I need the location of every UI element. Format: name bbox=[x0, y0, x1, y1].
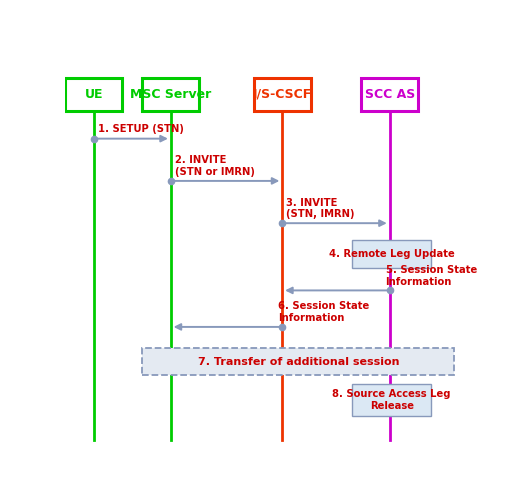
Text: 1. SETUP (STN): 1. SETUP (STN) bbox=[98, 124, 184, 134]
Text: 4. Remote Leg Update: 4. Remote Leg Update bbox=[329, 249, 454, 259]
FancyBboxPatch shape bbox=[352, 384, 431, 416]
FancyBboxPatch shape bbox=[254, 78, 311, 111]
FancyBboxPatch shape bbox=[361, 78, 418, 111]
Text: SCC AS: SCC AS bbox=[365, 88, 415, 101]
FancyBboxPatch shape bbox=[65, 78, 122, 111]
Text: UE: UE bbox=[85, 88, 103, 101]
FancyBboxPatch shape bbox=[142, 348, 454, 375]
Text: 6. Session State
Information: 6. Session State Information bbox=[278, 301, 369, 323]
FancyBboxPatch shape bbox=[352, 240, 431, 268]
Text: 2. INVITE
(STN or IMRN): 2. INVITE (STN or IMRN) bbox=[175, 156, 255, 177]
Text: 7. Transfer of additional session: 7. Transfer of additional session bbox=[198, 356, 399, 366]
Text: 5. Session State
Information: 5. Session State Information bbox=[385, 265, 477, 286]
Text: MSC Server: MSC Server bbox=[130, 88, 211, 101]
Text: 3. INVITE
(STN, IMRN): 3. INVITE (STN, IMRN) bbox=[286, 198, 355, 220]
Text: 8. Source Access Leg
Release: 8. Source Access Leg Release bbox=[333, 389, 451, 411]
Text: I/S-CSCF: I/S-CSCF bbox=[253, 88, 312, 101]
FancyBboxPatch shape bbox=[142, 78, 199, 111]
